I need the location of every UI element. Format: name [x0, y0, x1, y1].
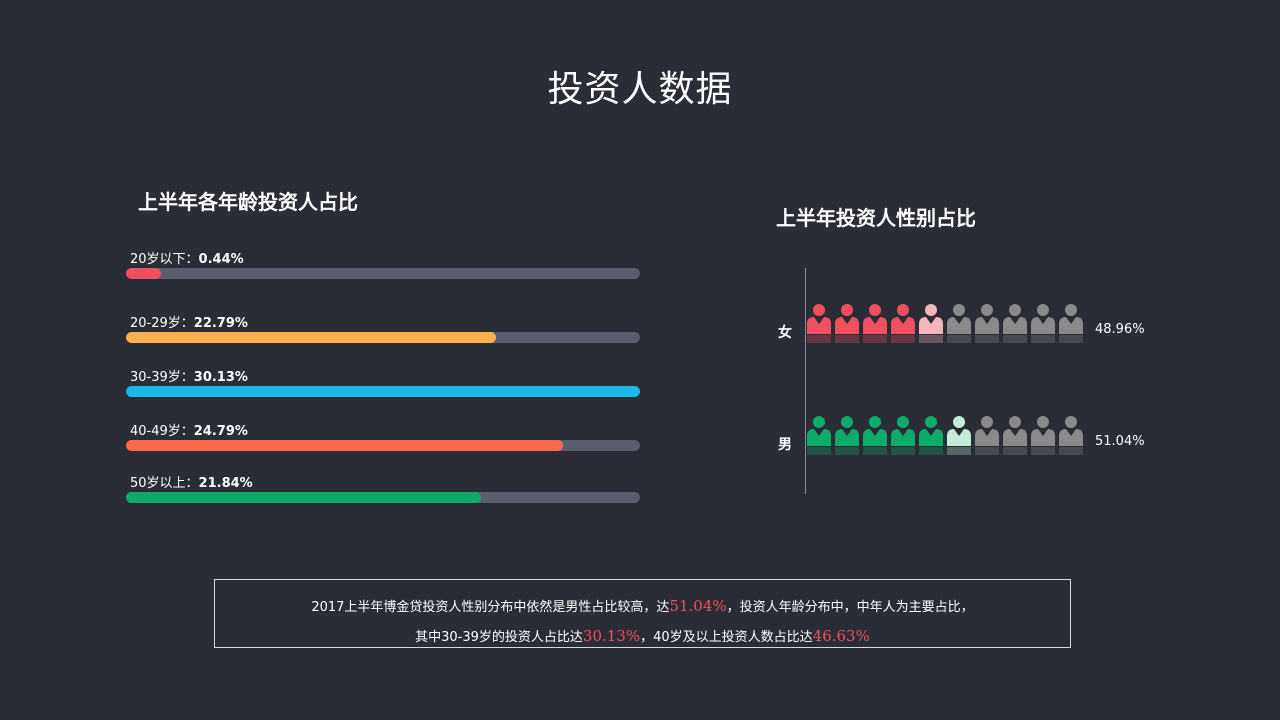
- summary-box: 2017上半年博金贷投资人性别分布中依然是男性占比较高，达51.04%，投资人年…: [214, 579, 1071, 648]
- age-bar-row: 40-49岁：24.79%: [126, 420, 640, 456]
- age-value-label: 21.84%: [198, 476, 253, 491]
- age-bar-label: 50岁以上：21.84%: [130, 472, 253, 491]
- summary-highlight: 30.13%: [582, 627, 641, 645]
- age-bar-track: [126, 386, 640, 397]
- person-icon: [975, 416, 999, 455]
- gender-percent-label: 51.04%: [1095, 434, 1145, 449]
- gender-pictogram-chart: 女 48.96% 男 51.04%: [770, 266, 1170, 496]
- summary-highlight: 46.63%: [812, 627, 870, 645]
- age-bar-track: [126, 492, 640, 503]
- person-icon: [1003, 416, 1027, 455]
- person-icon: [1059, 304, 1083, 343]
- summary-text: 2017上半年博金贷投资人性别分布中依然是男性占比较高，达: [311, 600, 670, 615]
- person-icon: [1031, 416, 1055, 455]
- person-icon-row: [805, 414, 1090, 474]
- summary-text: ，投资人年龄分布中，中年人为主要占比，: [726, 600, 974, 615]
- age-value-label: 0.44%: [198, 252, 244, 267]
- person-icon: [947, 416, 971, 455]
- gender-percent-label: 48.96%: [1095, 322, 1145, 337]
- age-bar-row: 30-39岁：30.13%: [126, 366, 640, 402]
- age-bar-row: 20岁以下：0.44%: [126, 248, 640, 284]
- age-value-label: 24.79%: [193, 424, 248, 439]
- summary-text: ，40岁及以上投资人数占比达: [640, 630, 813, 645]
- age-bar-fill: [126, 386, 640, 397]
- person-icon: [863, 416, 887, 455]
- age-bar-label: 30-39岁：30.13%: [130, 366, 248, 385]
- person-icons-svg: [807, 304, 1083, 343]
- gender-axis-line: [805, 268, 806, 494]
- age-bar-fill: [126, 440, 563, 451]
- age-bar-row: 20-29岁：22.79%: [126, 312, 640, 348]
- person-icon-row: [805, 302, 1090, 362]
- age-bar-track: [126, 332, 640, 343]
- age-category-label: 30-39岁：: [130, 370, 194, 385]
- age-bar-label: 20岁以下：0.44%: [130, 248, 244, 267]
- age-bar-fill: [126, 268, 161, 279]
- age-value-label: 22.79%: [193, 316, 248, 331]
- person-icon: [919, 416, 943, 455]
- gender-label: 女: [778, 325, 792, 341]
- age-bar-track: [126, 268, 640, 279]
- age-value-label: 30.13%: [193, 370, 248, 385]
- age-category-label: 40-49岁：: [130, 424, 194, 439]
- person-icon: [891, 304, 915, 343]
- person-icon: [807, 416, 831, 455]
- person-icon: [947, 304, 971, 343]
- age-bar-fill: [126, 492, 481, 503]
- age-bar-fill: [126, 332, 497, 343]
- page-title: 投资人数据: [547, 69, 733, 110]
- person-icons-svg: [807, 416, 1083, 455]
- age-bar-row: 50岁以上：21.84%: [126, 472, 640, 508]
- gender-label: 男: [778, 437, 792, 453]
- person-icon: [863, 304, 887, 343]
- gender-chart-title: 上半年投资人性别占比: [776, 206, 976, 230]
- gender-row: 女 48.96%: [770, 302, 1170, 362]
- gender-row: 男 51.04%: [770, 414, 1170, 474]
- person-icon: [975, 304, 999, 343]
- summary-line-1: 2017上半年博金贷投资人性别分布中依然是男性占比较高，达51.04%，投资人年…: [215, 592, 1070, 622]
- age-category-label: 20-29岁：: [130, 316, 194, 331]
- person-icon: [835, 304, 859, 343]
- age-bar-chart: 20岁以下：0.44% 20-29岁：22.79% 30-39岁：30.13% 40-…: [126, 248, 640, 518]
- summary-text: 其中30-39岁的投资人占比达: [415, 630, 583, 645]
- age-bar-label: 40-49岁：24.79%: [130, 420, 248, 439]
- summary-highlight: 51.04%: [669, 597, 727, 615]
- person-icon: [1031, 304, 1055, 343]
- age-category-label: 20岁以下：: [130, 252, 199, 267]
- person-icon: [1003, 304, 1027, 343]
- person-icon: [891, 416, 915, 455]
- person-icon: [807, 304, 831, 343]
- age-bar-label: 20-29岁：22.79%: [130, 312, 248, 331]
- age-chart-title: 上半年各年龄投资人占比: [138, 190, 358, 214]
- summary-line-2: 其中30-39岁的投资人占比达30.13%，40岁及以上投资人数占比达46.63…: [215, 622, 1070, 652]
- person-icon: [919, 304, 943, 343]
- person-icon: [1059, 416, 1083, 455]
- age-bar-track: [126, 440, 640, 451]
- person-icon: [835, 416, 859, 455]
- age-category-label: 50岁以上：: [130, 476, 199, 491]
